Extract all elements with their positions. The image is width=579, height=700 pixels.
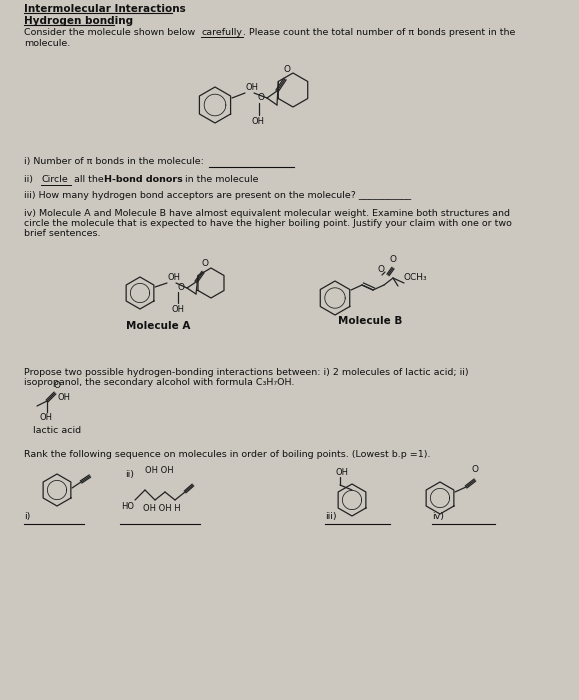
Text: . Please count the total number of π bonds present in the: . Please count the total number of π bon… xyxy=(243,28,515,37)
Text: O: O xyxy=(472,466,479,475)
Text: O: O xyxy=(390,256,397,265)
Text: Hydrogen bonding: Hydrogen bonding xyxy=(24,16,133,26)
Text: i): i) xyxy=(24,512,30,521)
Text: molecule.: molecule. xyxy=(24,39,70,48)
Text: Intermolecular Interactions: Intermolecular Interactions xyxy=(24,4,186,14)
Text: Rank the following sequence on molecules in order of boiling points. (Lowest b.p: Rank the following sequence on molecules… xyxy=(24,450,431,459)
Text: i) Number of π bonds in the molecule:: i) Number of π bonds in the molecule: xyxy=(24,157,204,166)
Text: OH OH H: OH OH H xyxy=(143,504,181,513)
Text: ii): ii) xyxy=(24,175,36,184)
Text: O: O xyxy=(283,64,290,74)
Text: OH: OH xyxy=(252,117,265,126)
Text: OH: OH xyxy=(245,83,258,92)
Text: OH: OH xyxy=(335,468,348,477)
Text: OH: OH xyxy=(40,413,53,422)
Text: all the: all the xyxy=(71,175,107,184)
Text: OCH₃: OCH₃ xyxy=(404,274,428,283)
Text: iv): iv) xyxy=(432,512,444,521)
Text: isopropanol, the secondary alcohol with formula C₃H₇OH.: isopropanol, the secondary alcohol with … xyxy=(24,378,294,387)
Text: in the molecule: in the molecule xyxy=(182,175,258,184)
Text: OH OH: OH OH xyxy=(145,466,174,475)
Text: iv) Molecule A and Molecule B have almost equivalent molecular weight. Examine b: iv) Molecule A and Molecule B have almos… xyxy=(24,209,510,218)
Text: HO: HO xyxy=(121,502,134,511)
Text: OH: OH xyxy=(172,305,185,314)
Text: iii): iii) xyxy=(325,512,336,521)
Text: Propose two possible hydrogen-bonding interactions between: i) 2 molecules of la: Propose two possible hydrogen-bonding in… xyxy=(24,368,468,377)
Text: Circle: Circle xyxy=(41,175,68,184)
Text: O: O xyxy=(378,265,385,274)
Text: O: O xyxy=(54,382,61,391)
Text: Molecule B: Molecule B xyxy=(338,316,402,326)
Text: O: O xyxy=(178,284,185,293)
Text: Molecule A: Molecule A xyxy=(126,321,190,331)
Text: carefully: carefully xyxy=(201,28,242,37)
Text: ii): ii) xyxy=(125,470,134,479)
Text: H-bond donors: H-bond donors xyxy=(104,175,183,184)
Text: iii) How many hydrogen bond acceptors are present on the molecule? ___________: iii) How many hydrogen bond acceptors ar… xyxy=(24,191,411,200)
Text: O: O xyxy=(201,258,208,267)
Text: Consider the molecule shown below: Consider the molecule shown below xyxy=(24,28,198,37)
Text: brief sentences.: brief sentences. xyxy=(24,229,101,238)
Text: circle the molecule that is expected to have the higher boiling point. Justify y: circle the molecule that is expected to … xyxy=(24,219,512,228)
Text: OH: OH xyxy=(57,393,70,402)
Text: OH: OH xyxy=(167,272,180,281)
Text: O: O xyxy=(257,94,264,102)
Text: lactic acid: lactic acid xyxy=(33,426,81,435)
